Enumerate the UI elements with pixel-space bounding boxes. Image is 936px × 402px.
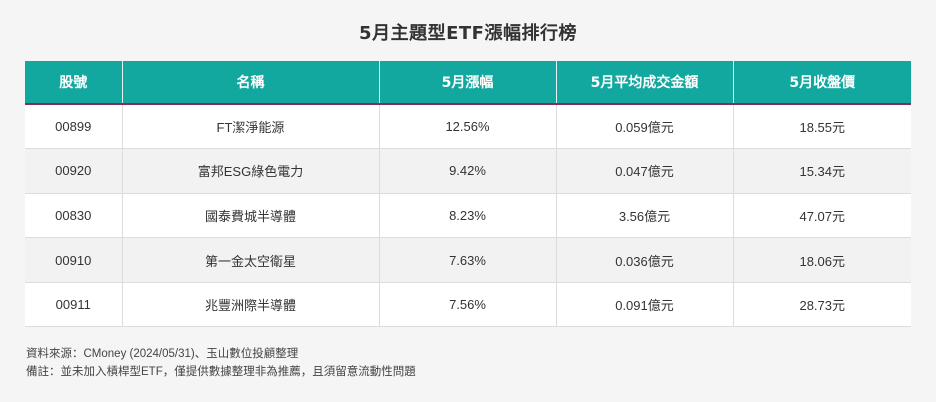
cell-may-close-price: 18.06元 [733, 237, 911, 283]
cell-stock-code: 00910 [25, 237, 123, 283]
cell-stock-code: 00920 [25, 148, 123, 194]
cell-may-close-price: 28.73元 [733, 282, 911, 328]
cell-may-gain: 8.23% [379, 193, 557, 239]
cell-may-gain: 7.63% [379, 237, 557, 283]
table-row: 00910 第一金太空衛星 7.63% 0.036億元 18.06元 [25, 237, 911, 283]
cell-may-avg-volume: 0.091億元 [556, 282, 734, 328]
table-row: 00830 國泰費城半導體 8.23% 3.56億元 47.07元 [25, 193, 911, 239]
header-may-avg-volume: 5月平均成交金額 [556, 61, 734, 105]
header-stock-code: 股號 [25, 61, 123, 105]
cell-name: 第一金太空衛星 [122, 237, 380, 283]
table-row: 00920 富邦ESG綠色電力 9.42% 0.047億元 15.34元 [25, 148, 911, 194]
cell-may-close-price: 15.34元 [733, 148, 911, 194]
cell-may-gain: 9.42% [379, 148, 557, 194]
cell-may-avg-volume: 0.059億元 [556, 104, 734, 150]
disclaimer-note: 備註：並未加入槓桿型ETF，僅提供數據整理非為推薦，且須留意流動性問題 [26, 366, 416, 378]
table-row: 00911 兆豐洲際半導體 7.56% 0.091億元 28.73元 [25, 282, 911, 328]
cell-name: 富邦ESG綠色電力 [122, 148, 380, 194]
page-title: 5月主題型ETF漲幅排行榜 [359, 23, 577, 44]
cell-may-close-price: 18.55元 [733, 104, 911, 150]
cell-stock-code: 00830 [25, 193, 123, 239]
cell-may-gain: 12.56% [379, 104, 557, 150]
table-header-row: 股號 名稱 5月漲幅 5月平均成交金額 5月收盤價 [25, 61, 911, 105]
cell-stock-code: 00899 [25, 104, 123, 150]
source-note: 資料來源：CMoney (2024/05/31)、玉山數位投顧整理 [26, 348, 299, 360]
table-row: 00899 FT潔淨能源 12.56% 0.059億元 18.55元 [25, 104, 911, 150]
header-may-gain: 5月漲幅 [379, 61, 557, 105]
cell-stock-code: 00911 [25, 282, 123, 328]
cell-may-avg-volume: 0.047億元 [556, 148, 734, 194]
cell-may-avg-volume: 0.036億元 [556, 237, 734, 283]
cell-name: 國泰費城半導體 [122, 193, 380, 239]
cell-may-avg-volume: 3.56億元 [556, 193, 734, 239]
header-name: 名稱 [122, 61, 380, 105]
header-may-close-price: 5月收盤價 [733, 61, 911, 105]
etf-ranking-table: 股號 名稱 5月漲幅 5月平均成交金額 5月收盤價 00899 FT潔淨能源 1… [25, 61, 911, 328]
cell-may-gain: 7.56% [379, 282, 557, 328]
footnotes: 資料來源：CMoney (2024/05/31)、玉山數位投顧整理 備註：並未加… [26, 345, 416, 381]
cell-name: FT潔淨能源 [122, 104, 380, 150]
cell-name: 兆豐洲際半導體 [122, 282, 380, 328]
cell-may-close-price: 47.07元 [733, 193, 911, 239]
